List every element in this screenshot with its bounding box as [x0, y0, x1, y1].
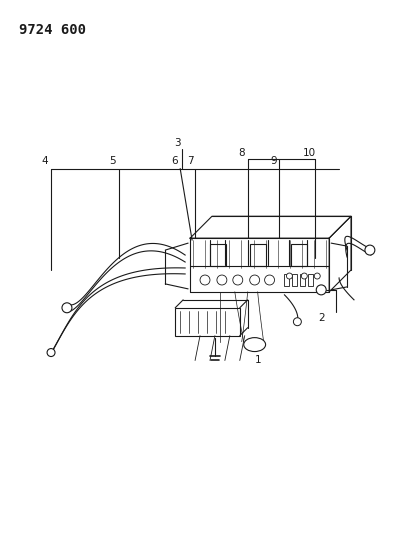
Text: 4: 4 [42, 156, 48, 166]
Circle shape [217, 275, 227, 285]
Circle shape [365, 245, 375, 255]
Text: 1: 1 [254, 354, 261, 365]
Circle shape [200, 275, 210, 285]
Text: 9: 9 [270, 156, 277, 166]
Circle shape [250, 275, 260, 285]
Circle shape [314, 273, 320, 279]
Text: 7: 7 [187, 156, 194, 166]
Text: 5: 5 [109, 156, 116, 166]
Circle shape [233, 275, 243, 285]
Circle shape [47, 349, 55, 357]
Text: 10: 10 [303, 148, 316, 158]
Bar [250, 244, 266, 266]
Bar [175, 308, 240, 336]
Circle shape [286, 273, 292, 279]
Text: 9724 600: 9724 600 [19, 23, 86, 37]
Text: 6: 6 [171, 156, 178, 166]
Text: 3: 3 [174, 138, 180, 148]
Text: 8: 8 [238, 148, 245, 158]
Bar [308, 274, 313, 286]
Bar [210, 244, 226, 266]
Circle shape [265, 275, 275, 285]
Bar [291, 244, 307, 266]
Bar [284, 274, 289, 286]
Circle shape [316, 285, 326, 295]
Circle shape [293, 318, 301, 326]
Text: 2: 2 [318, 313, 325, 323]
Bar [300, 274, 305, 286]
Circle shape [62, 303, 72, 313]
Circle shape [301, 273, 307, 279]
Ellipse shape [244, 337, 266, 352]
Bar [292, 274, 298, 286]
